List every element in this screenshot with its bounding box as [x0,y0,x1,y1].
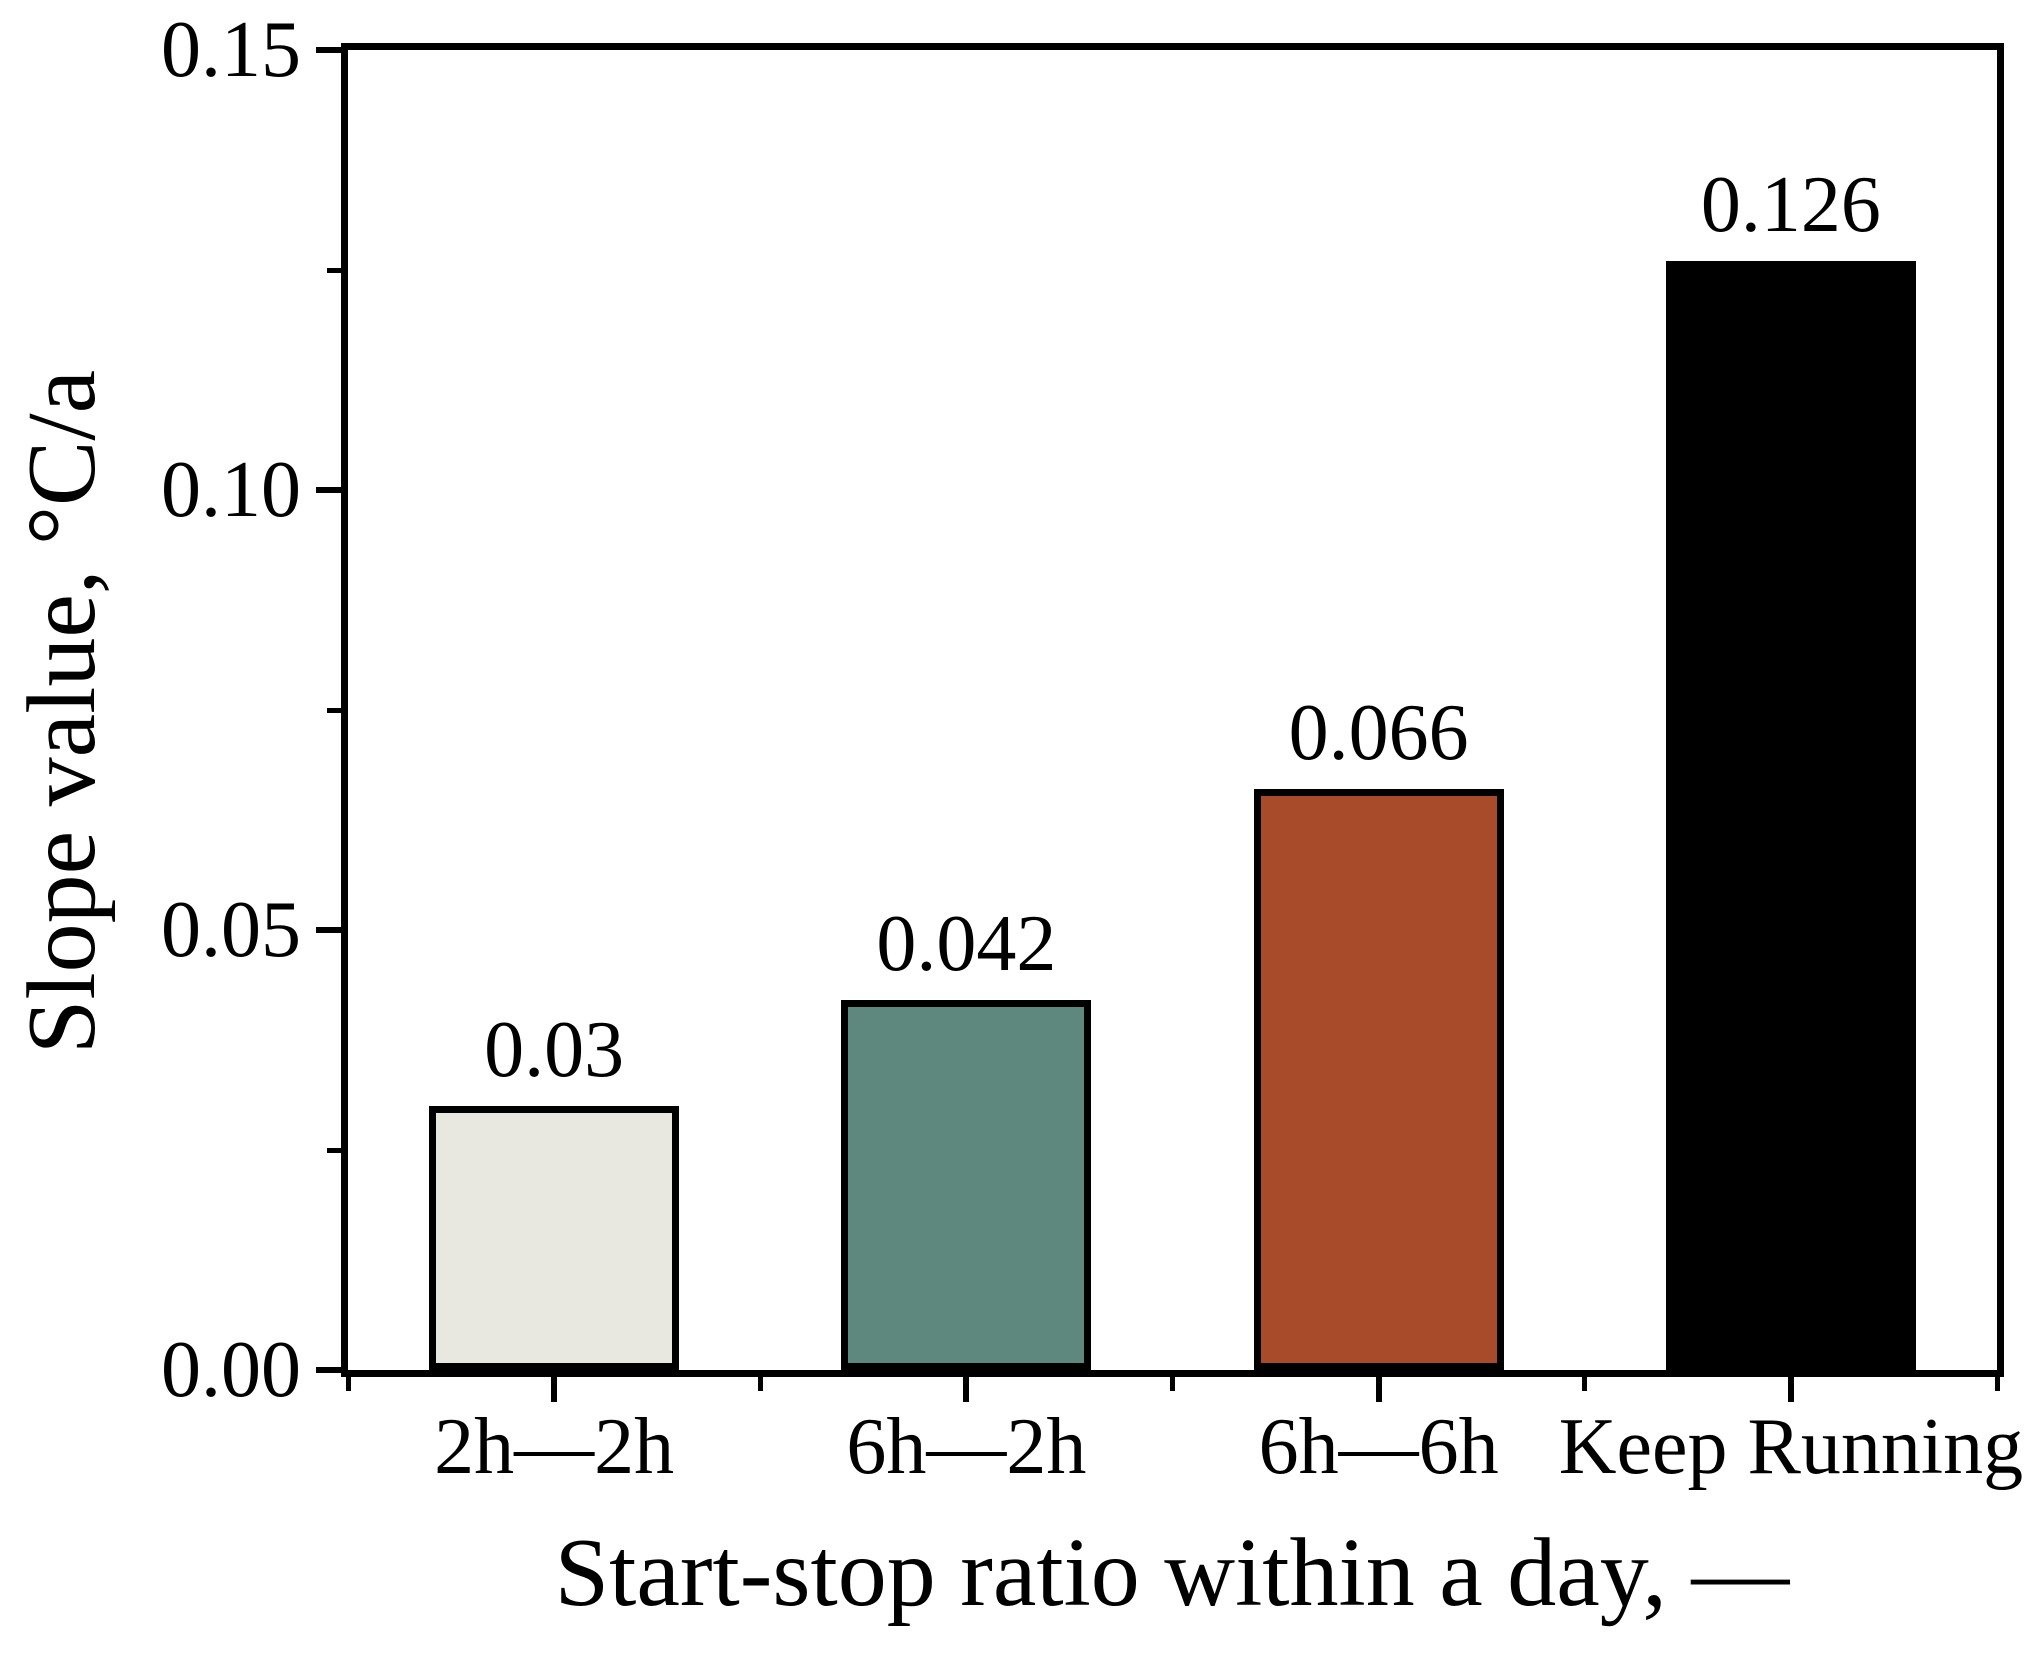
x-major-tick [963,1377,970,1402]
y-minor-tick [327,267,341,273]
plot-frame: 0.03 2h—2h 0.042 6h—2h 0.066 6h—6h 0.126 Keep R… [161,10,2023,1487]
y-tick-label: 0.15 [161,6,301,94]
x-category-label: 6h—6h [1258,1403,1499,1491]
x-minor-tick [1994,1377,2000,1391]
bar-value-label: 0.126 [1700,161,1881,249]
plot-area: 0.03 2h—2h 0.042 6h—2h 0.066 6h—6h 0.126 Keep R… [161,10,2023,1487]
x-major-tick [1375,1377,1382,1402]
x-axis-title: Start-stop ratio within a day, — [554,1519,1790,1627]
y-major-tick [316,487,341,493]
bar-2 [1253,789,1504,1370]
bar-0 [429,1106,680,1370]
y-tick-label: 0.10 [161,446,301,534]
x-major-tick [1787,1377,1794,1402]
y-axis-title: Slope value, °C/a [8,369,116,1055]
bar-value-label: 0.03 [484,1006,625,1094]
x-minor-tick [1170,1377,1175,1391]
y-tick-label: 0.05 [161,886,301,974]
y-minor-tick [327,1147,341,1153]
y-minor-tick [327,707,341,713]
y-major-tick [316,1367,341,1373]
y-tick-label: 0.00 [161,1326,301,1414]
x-minor-tick [345,1377,351,1391]
x-category-label: 2h—2h [434,1403,675,1491]
x-category-label: Keep Running [1558,1403,2024,1491]
x-minor-tick [1582,1377,1588,1391]
bar-3 [1665,261,1916,1370]
bar-value-label: 0.042 [876,900,1057,988]
x-major-tick [551,1377,558,1402]
y-major-tick [316,927,341,933]
x-category-label: 6h—2h [846,1403,1087,1491]
bar-value-label: 0.066 [1288,689,1469,777]
x-minor-tick [757,1377,763,1391]
y-major-tick [316,47,341,53]
bar-1 [841,1000,1092,1370]
